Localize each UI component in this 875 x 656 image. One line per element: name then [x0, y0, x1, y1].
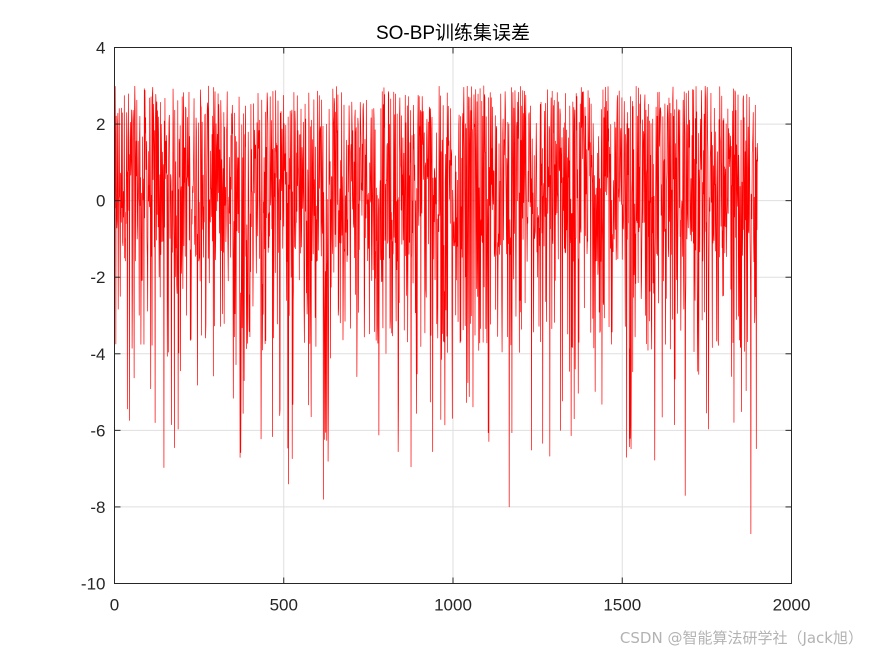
- y-tick-label: -8: [90, 498, 105, 517]
- y-tick-label: 0: [96, 192, 105, 211]
- y-tick-label: 2: [96, 115, 105, 134]
- y-tick-labels: -10 -8 -6 -4 -2 0 2 4: [81, 39, 106, 594]
- x-tick-label: 0: [110, 596, 119, 615]
- x-tick-label: 1500: [603, 596, 641, 615]
- axis-ticks: [114, 47, 792, 584]
- x-tick-label: 2000: [773, 596, 811, 615]
- y-tick-label: -4: [90, 345, 105, 364]
- y-tick-label: -10: [81, 575, 106, 594]
- x-tick-label: 500: [270, 596, 298, 615]
- chart-title: SO-BP训练集误差: [376, 22, 530, 44]
- y-tick-label: 4: [96, 39, 105, 58]
- y-tick-label: -2: [90, 268, 105, 287]
- watermark: CSDN @智能算法研学社（Jack旭）: [619, 629, 863, 647]
- error-series: [114, 85, 758, 535]
- x-tick-label: 1000: [434, 596, 472, 615]
- x-tick-labels: 0 500 1000 1500 2000: [110, 596, 811, 615]
- y-tick-label: -6: [90, 421, 105, 440]
- series-line: [114, 85, 758, 535]
